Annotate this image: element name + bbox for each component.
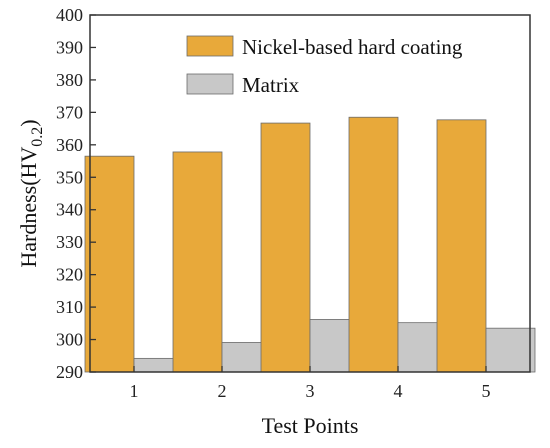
y-tick-label: 390: [56, 37, 83, 57]
legend-label-coating: Nickel-based hard coating: [242, 35, 463, 59]
y-tick-label: 380: [56, 70, 83, 90]
y-tick-label: 290: [56, 362, 83, 382]
y-axis-title-main: Hardness(HV: [16, 147, 41, 268]
bar-coating-5: [436, 119, 487, 373]
legend: Nickel-based hard coating Matrix: [186, 35, 463, 97]
x-tick-label: 2: [218, 381, 227, 401]
y-tick-label: 330: [56, 232, 83, 252]
bar-coating-2: [172, 151, 223, 373]
x-axis-title: Test Points: [262, 413, 359, 438]
x-axis: 1 2 3 4 5: [130, 366, 491, 401]
bar-matrix-5: [485, 327, 536, 373]
bars-group: [84, 116, 536, 373]
y-axis: 290 300 310 320 330 340 350 360 370 380 390 400: [56, 5, 96, 382]
legend-label-matrix: Matrix: [242, 73, 300, 97]
y-tick-label: 310: [56, 297, 83, 317]
x-tick-label: 1: [130, 381, 139, 401]
bar-coating-1: [84, 155, 135, 373]
legend-swatch-matrix: [186, 73, 234, 95]
x-tick-label: 4: [394, 381, 403, 401]
y-tick-label: 300: [56, 330, 83, 350]
legend-swatch-coating: [186, 35, 234, 57]
y-tick-label: 360: [56, 135, 83, 155]
y-tick-label: 350: [56, 167, 83, 187]
y-tick-label: 400: [56, 5, 83, 25]
y-axis-title: Hardness(HV0.2): [16, 119, 46, 267]
y-tick-label: 320: [56, 265, 83, 285]
y-axis-title-close: ): [16, 119, 41, 126]
x-tick-label: 5: [482, 381, 491, 401]
bar-coating-4: [348, 116, 399, 373]
y-tick-label: 340: [56, 200, 83, 220]
y-axis-title-subscript: 0.2: [29, 127, 46, 147]
y-tick-label: 370: [56, 102, 83, 122]
x-tick-label: 3: [306, 381, 315, 401]
bar-coating-3: [260, 122, 311, 373]
